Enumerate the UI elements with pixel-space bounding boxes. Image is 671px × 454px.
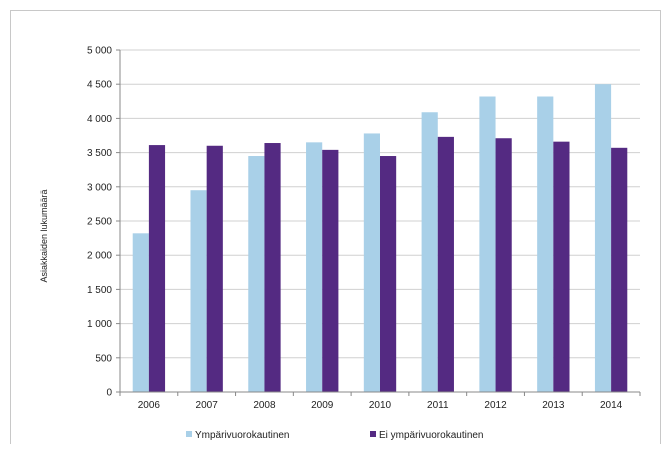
y-tick-label: 3 000 — [87, 182, 112, 193]
y-tick-label: 4 000 — [87, 114, 112, 125]
y-tick-label: 1 500 — [87, 285, 112, 296]
x-tick-label: 2013 — [542, 400, 565, 411]
x-tick-label: 2012 — [484, 400, 507, 411]
legend-label: Ei ympärivuorokautinen — [379, 430, 484, 441]
x-tick-label: 2009 — [311, 400, 334, 411]
bar-ei-ymparivuorokautinen — [322, 149, 339, 392]
bar-ei-ymparivuorokautinen — [495, 138, 512, 392]
bar-ei-ymparivuorokautinen — [148, 145, 166, 392]
x-tick-label: 2010 — [369, 400, 392, 411]
y-tick-label: 2 500 — [87, 217, 112, 228]
bar-ei-ymparivuorokautinen — [553, 141, 570, 392]
bar-ymparivuorokautinen — [594, 84, 612, 392]
y-tick-label: 500 — [95, 353, 112, 364]
bar-ymparivuorokautinen — [132, 233, 149, 392]
x-tick-label: 2006 — [138, 400, 161, 411]
bar-ei-ymparivuorokautinen — [206, 145, 223, 392]
y-tick-label: 1 000 — [87, 319, 112, 330]
bar-ymparivuorokautinen — [421, 112, 438, 392]
y-axis-title: Asiakkaiden lukumäärä — [39, 189, 49, 282]
bar-ymparivuorokautinen — [479, 96, 496, 393]
bar-ei-ymparivuorokautinen — [437, 136, 454, 392]
x-tick-label: 2008 — [253, 400, 276, 411]
legend: Ympärivuorokautinen Ei ympärivuorokautine… — [186, 430, 484, 441]
x-tick-label: 2014 — [600, 400, 623, 411]
legend-swatch — [186, 431, 192, 437]
bar-ymparivuorokautinen — [190, 190, 207, 392]
y-tick-label: 5 000 — [87, 46, 112, 57]
y-tick-label: 0 — [106, 388, 112, 399]
x-axis-ticks: 2006 2007 2008 2009 2010 2011 2012 2013 2014 — [119, 392, 641, 411]
y-axis-ticks: 0 500 1 000 1 500 2 000 2 500 3 000 3 500 4 000 4… — [87, 46, 120, 399]
bar-ymparivuorokautinen — [537, 96, 554, 393]
bar-ymparivuorokautinen — [363, 133, 380, 392]
bar-ei-ymparivuorokautinen — [380, 156, 397, 392]
y-tick-label: 2 000 — [87, 251, 112, 262]
legend-label: Ympärivuorokautinen — [195, 430, 290, 441]
x-tick-label: 2011 — [427, 400, 449, 411]
bar-ymparivuorokautinen — [248, 156, 265, 392]
y-tick-label: 3 500 — [87, 148, 112, 159]
bar-ymparivuorokautinen — [306, 142, 323, 392]
legend-swatch — [370, 431, 376, 437]
bar-ei-ymparivuorokautinen — [611, 147, 628, 392]
bars — [132, 84, 628, 393]
bar-ei-ymparivuorokautinen — [264, 143, 281, 392]
x-tick-label: 2007 — [196, 400, 219, 411]
y-tick-label: 4 500 — [87, 80, 112, 91]
